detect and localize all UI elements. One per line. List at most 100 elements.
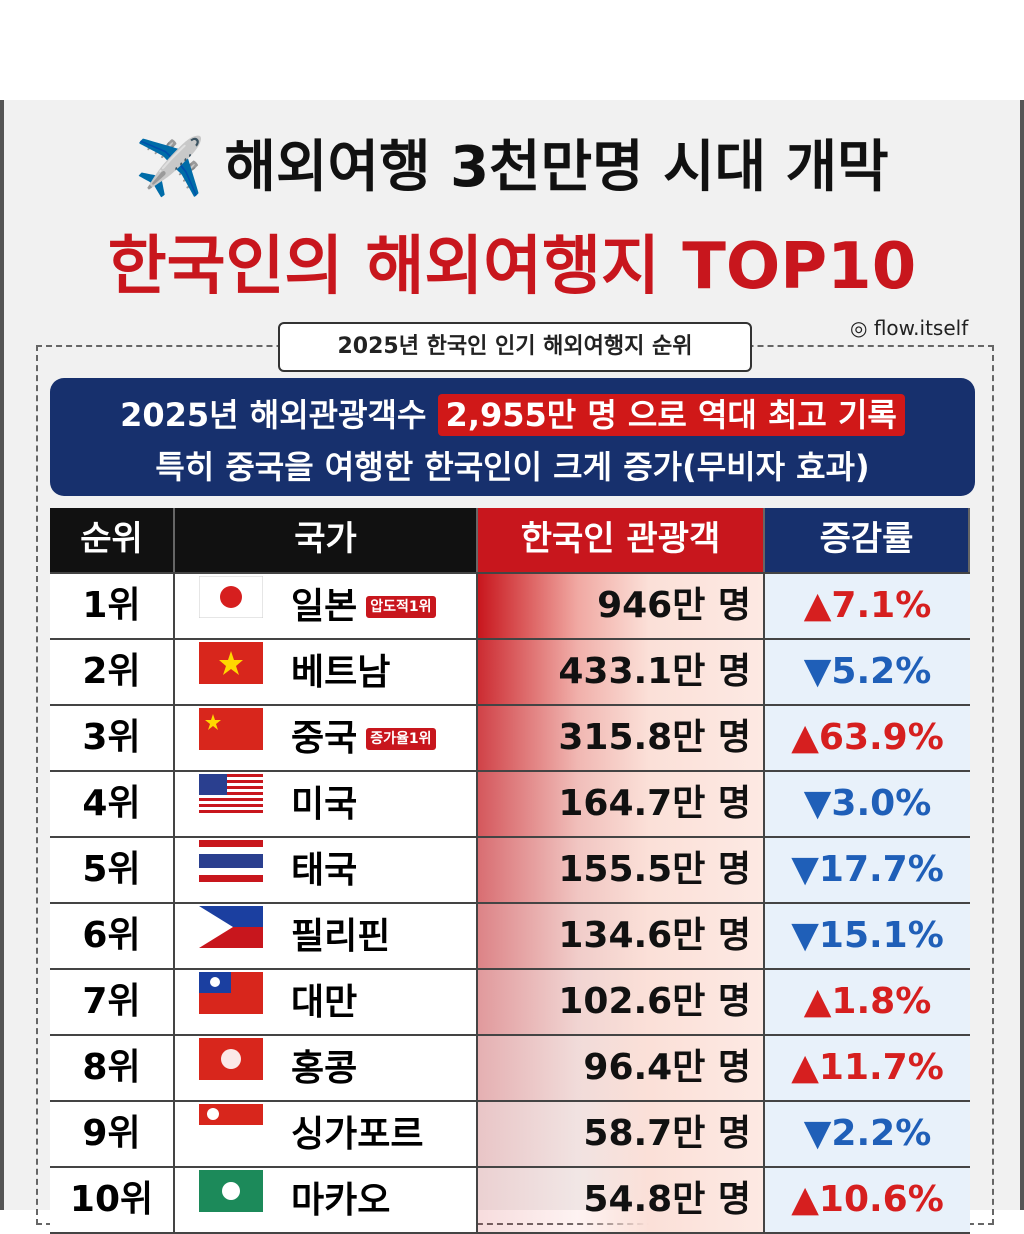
rank: 8위	[50, 1036, 175, 1100]
country-cell: 미국	[175, 772, 478, 836]
change: ▼3.0%	[765, 772, 970, 836]
change: ▲63.9%	[765, 706, 970, 770]
visitors: 134.6만 명	[478, 904, 765, 968]
change: ▼17.7%	[765, 838, 970, 902]
country-cell: 마카오	[175, 1168, 478, 1232]
flag-icon	[199, 1104, 263, 1146]
flag-icon	[199, 906, 263, 948]
table: 순위 국가 한국인 관광객 증감률 1위 일본 압도적1위 946만 명 ▲7.1% 2위 베트남 4…	[50, 508, 970, 1234]
flag	[199, 773, 263, 837]
rank: 7위	[50, 970, 175, 1034]
banner: 2025년 해외관광객수 2,955만 명 으로 역대 최고 기록 특히 중국을…	[50, 378, 975, 496]
flag-icon	[199, 972, 263, 1014]
flag	[199, 641, 263, 705]
country-cell: 필리핀	[175, 904, 478, 968]
banner-line: 특히 중국을 여행한 한국인이 크게 증가(무비자 효과)	[155, 448, 870, 486]
country-name: 홍콩	[291, 1048, 358, 1089]
country-name: 대만	[291, 982, 358, 1023]
country-cell: 일본 압도적1위	[175, 574, 478, 638]
rank: 9위	[50, 1102, 175, 1166]
change: ▼2.2%	[765, 1102, 970, 1166]
visitors: 155.5만 명	[478, 838, 765, 902]
rank: 3위	[50, 706, 175, 770]
table-row: 10위 마카오 54.8만 명 ▲10.6%	[50, 1168, 970, 1234]
change: ▲7.1%	[765, 574, 970, 638]
flag-icon	[199, 1038, 263, 1080]
subtitle: 한국인의 해외여행지 TOP10	[107, 230, 917, 304]
country-cell: 중국 증가율1위	[175, 706, 478, 770]
table-row: 8위 홍콩 96.4만 명 ▲11.7%	[50, 1036, 970, 1102]
table-row: 5위 태국 155.5만 명 ▼17.7%	[50, 838, 970, 904]
change: ▲10.6%	[765, 1168, 970, 1232]
country-cell: 대만	[175, 970, 478, 1034]
flag-icon	[199, 774, 263, 816]
flag	[199, 839, 263, 903]
country-name: 태국	[291, 850, 358, 891]
banner-highlight: 2,955만 명 으로 역대 최고 기록	[437, 394, 905, 436]
header-cell: 순위	[50, 508, 175, 572]
country-name: 싱가포르	[291, 1114, 424, 1155]
flag-icon	[199, 840, 263, 882]
title-text: 해외여행 3천만명 시대 개막	[224, 135, 889, 200]
banner-lead: 2025년 해외관광객수	[120, 396, 427, 434]
table-row: 7위 대만 102.6만 명 ▲1.8%	[50, 970, 970, 1036]
rank: 10위	[50, 1168, 175, 1232]
flag	[198, 575, 264, 639]
table-row: 3위 중국 증가율1위 315.8만 명 ▲63.9%	[50, 706, 970, 772]
country-name: 일본	[291, 586, 358, 627]
flag	[199, 1169, 263, 1233]
table-row: 6위 필리핀 134.6만 명 ▼15.1%	[50, 904, 970, 970]
visitors: 58.7만 명	[478, 1102, 765, 1166]
header-cell: 국가	[175, 508, 478, 572]
visitors: 96.4만 명	[478, 1036, 765, 1100]
country-name: 미국	[291, 784, 358, 825]
flag-icon	[199, 1170, 263, 1212]
flag	[199, 1037, 263, 1101]
title: ✈️ 해외여행 3천만명 시대 개막	[135, 135, 889, 200]
rank: 4위	[50, 772, 175, 836]
country-name: 마카오	[291, 1180, 391, 1221]
table-row: 2위 베트남 433.1만 명 ▼5.2%	[50, 640, 970, 706]
handle: ◎ flow.itself	[850, 316, 969, 340]
country-name: 베트남	[291, 652, 391, 693]
flag-icon	[199, 642, 263, 684]
visitors: 315.8만 명	[478, 706, 765, 770]
country-name: 중국	[291, 718, 358, 759]
banner-line: 2025년 해외관광객수 2,955만 명 으로 역대 최고 기록	[50, 390, 975, 436]
flag	[199, 1103, 263, 1167]
table-row: 9위 싱가포르 58.7만 명 ▼2.2%	[50, 1102, 970, 1168]
visitors: 946만 명	[478, 574, 765, 638]
visitors: 433.1만 명	[478, 640, 765, 704]
flag-icon	[198, 575, 264, 619]
country-cell: 홍콩	[175, 1036, 478, 1100]
section-label: 2025년 한국인 인기 해외여행지 순위	[278, 322, 752, 372]
country-cell: 태국	[175, 838, 478, 902]
header-row: 순위 국가 한국인 관광객 증감률	[50, 508, 970, 574]
flag-icon	[199, 708, 263, 750]
visitors: 102.6만 명	[478, 970, 765, 1034]
badge: 압도적1위	[365, 595, 437, 619]
visitors: 54.8만 명	[478, 1168, 765, 1232]
table-row: 4위 미국 164.7만 명 ▼3.0%	[50, 772, 970, 838]
flag	[199, 905, 263, 969]
change: ▼15.1%	[765, 904, 970, 968]
rank: 1위	[50, 574, 175, 638]
country-name: 필리핀	[291, 916, 391, 957]
handle-text: flow.itself	[873, 316, 969, 340]
change: ▲11.7%	[765, 1036, 970, 1100]
flag	[199, 971, 263, 1035]
flag	[199, 707, 263, 771]
change: ▼5.2%	[765, 640, 970, 704]
header-cell: 한국인 관광객	[478, 508, 765, 572]
visitors: 164.7만 명	[478, 772, 765, 836]
rank: 2위	[50, 640, 175, 704]
change: ▲1.8%	[765, 970, 970, 1034]
badge: 증가율1위	[365, 727, 437, 751]
header-cell: 증감률	[765, 508, 970, 572]
country-cell: 싱가포르	[175, 1102, 478, 1166]
country-cell: 베트남	[175, 640, 478, 704]
rank: 5위	[50, 838, 175, 902]
table-row: 1위 일본 압도적1위 946만 명 ▲7.1%	[50, 574, 970, 640]
rank: 6위	[50, 904, 175, 968]
